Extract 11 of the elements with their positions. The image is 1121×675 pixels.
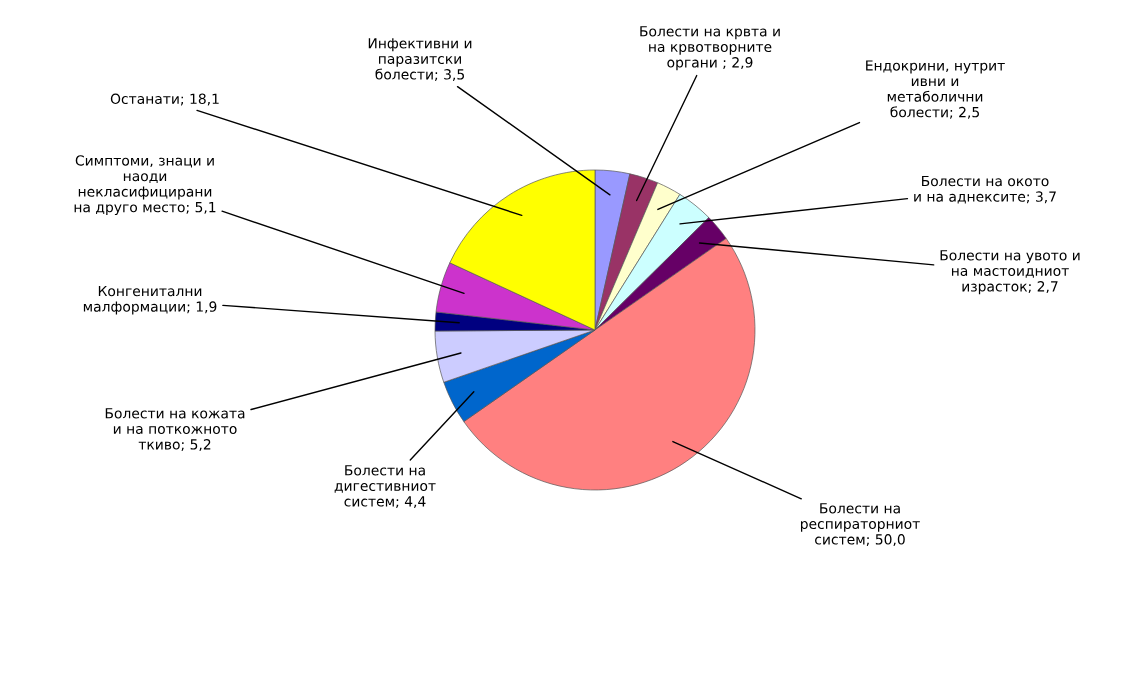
slice-label: Болести на дигестивниот систем; 4,4 [334, 465, 436, 508]
slice-label: Болести на крвта и на крвотворните органи ; 2,9 [640, 26, 780, 71]
slice-label: Инфективни и паразитски болести; 3,5 [368, 38, 472, 81]
slice-label: Конгенитални малформации; 1,9 [83, 285, 217, 315]
slice-label: Болести на респираторниот систем; 50,0 [800, 503, 920, 546]
slice-label: Болести на увото и на мастоидниот израсток; 2,7 [940, 250, 1080, 295]
slice-label: Останати; 18,1 [110, 93, 219, 106]
slice-label: Болести на окото и на аднексите; 3,7 [914, 175, 1056, 204]
slice-label: Симптоми, знаци и наоди некласифицирани на друго место; 5,1 [74, 155, 216, 216]
slice-label: Болести на кожата и на поткожното ткиво; 5,2 [105, 408, 245, 451]
slice-label: Ендокрини, нутрит ивни и метаболични болести; 2,5 [866, 60, 1005, 119]
